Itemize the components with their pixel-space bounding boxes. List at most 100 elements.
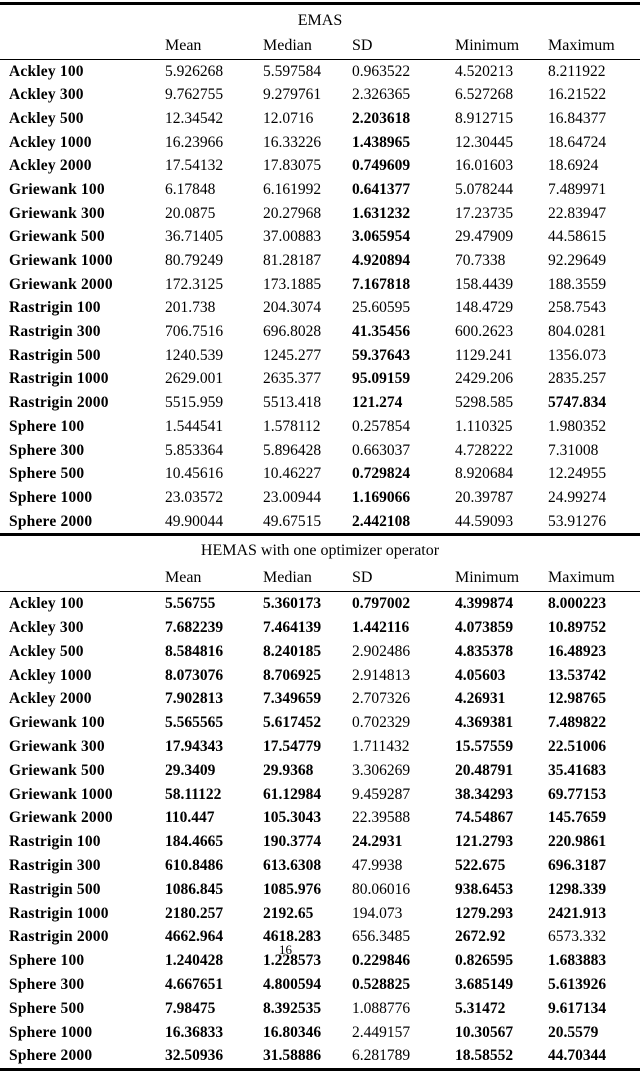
- cell-maximum: 18.64724: [548, 133, 607, 151]
- cell-median: 5.360173: [263, 595, 322, 613]
- cell-mean: 80.79249: [165, 252, 224, 269]
- table-row: Sphere 2000 32.50936 31.58886 6.281789 18.58…: [0, 1044, 640, 1068]
- column-header-row-hemas: Mean Median SD Minimum Maximum: [0, 564, 640, 591]
- row-label: Griewank 500: [9, 228, 105, 246]
- cell-mean: 610.8486: [165, 857, 224, 875]
- cell-minimum: 16.01603: [455, 157, 514, 175]
- cell-median: 4.800594: [263, 976, 322, 993]
- cell-median: 5.597584: [263, 62, 322, 80]
- cell-median: 5.617452: [263, 714, 322, 732]
- cell-sd: 3.306269: [352, 761, 411, 779]
- cell-mean: 49.90044: [165, 512, 224, 530]
- cell-maximum: 1298.339: [548, 880, 607, 898]
- cell-minimum: 74.54867: [455, 809, 514, 827]
- row-label: Rastrigin 300: [9, 323, 101, 341]
- row-label: Sphere 1000: [9, 1023, 93, 1041]
- cell-mean: 4662.964: [165, 928, 224, 946]
- cell-sd: 1.088776: [352, 999, 411, 1017]
- cell-sd: 0.702329: [352, 714, 411, 732]
- column-header-sd: SD: [352, 37, 373, 54]
- cell-maximum: 2835.257: [548, 370, 607, 388]
- row-label: Sphere 1000: [9, 488, 93, 506]
- cell-median: 23.00944: [263, 488, 322, 506]
- table-top-rule: [0, 2, 640, 5]
- cell-mean: 1086.845: [165, 880, 224, 898]
- row-label: Sphere 2000: [9, 512, 93, 530]
- cell-minimum: 20.48791: [455, 761, 514, 779]
- row-label: Griewank 1000: [9, 785, 113, 803]
- cell-minimum: 6.527268: [455, 86, 514, 104]
- table-row: Ackley 100 5.56755 5.360173 0.797002 4.39987…: [0, 592, 640, 616]
- cell-minimum: 8.912715: [455, 109, 514, 127]
- table-row: Ackley 500 8.584816 8.240185 2.902486 4.8353…: [0, 640, 640, 664]
- page-number: 16: [279, 942, 292, 957]
- table-row: Griewank 300 17.94343 17.54779 1.711432 15.5…: [0, 735, 640, 759]
- column-header-mean: Mean: [165, 37, 202, 54]
- cell-maximum: 10.89752: [548, 619, 607, 637]
- cell-median: 31.58886: [263, 1047, 322, 1065]
- cell-sd: 95.09159: [352, 370, 411, 388]
- cell-mean: 706.7516: [165, 323, 224, 341]
- row-label: Sphere 100: [9, 417, 85, 435]
- cell-sd: 25.60595: [352, 299, 411, 317]
- cell-maximum: 9.617134: [548, 999, 607, 1017]
- cell-sd: 121.274: [352, 394, 403, 412]
- table-row: Rastrigin 100 201.738 204.3074 25.60595 148.…: [0, 296, 640, 320]
- header-rule-hemas: [0, 591, 640, 593]
- row-label: Ackley 300: [9, 619, 84, 637]
- cell-minimum: 70.7338: [455, 252, 506, 269]
- cell-median: 10.46227: [263, 465, 322, 483]
- column-header-median: Median: [263, 37, 312, 54]
- row-label: Sphere 100: [9, 952, 85, 970]
- cell-minimum: 4.369381: [455, 714, 514, 732]
- row-label: Ackley 100: [9, 595, 84, 613]
- cell-median: 8.240185: [263, 642, 322, 660]
- cell-median: 105.3043: [263, 809, 322, 827]
- cell-median: 29.9368: [263, 761, 314, 779]
- cell-minimum: 17.23735: [455, 204, 514, 222]
- row-label: Ackley 500: [9, 642, 84, 660]
- cell-minimum: 12.30445: [455, 133, 514, 151]
- cell-mean: 184.4665: [165, 833, 224, 851]
- cell-sd: 0.729824: [352, 465, 411, 483]
- cell-minimum: 4.399874: [455, 595, 514, 613]
- cell-mean: 10.45616: [165, 465, 224, 483]
- cell-median: 81.28187: [263, 252, 322, 269]
- cell-mean: 2629.001: [165, 370, 224, 388]
- cell-mean: 20.0875: [165, 204, 216, 222]
- cell-minimum: 0.826595: [455, 952, 514, 970]
- row-label: Rastrigin 500: [9, 346, 101, 364]
- cell-mean: 12.34542: [165, 109, 224, 127]
- cell-maximum: 7.31008: [548, 441, 599, 459]
- row-label: Griewank 2000: [9, 809, 113, 827]
- cell-mean: 8.073076: [165, 666, 224, 684]
- cell-minimum: 4.05603: [455, 666, 506, 684]
- cell-maximum: 92.29649: [548, 252, 607, 269]
- row-label: Rastrigin 1000: [9, 370, 109, 388]
- cell-sd: 3.065954: [352, 228, 411, 246]
- cell-median: 2635.377: [263, 370, 322, 388]
- cell-maximum: 18.6924: [548, 157, 599, 175]
- cell-mean: 5.853364: [165, 441, 224, 459]
- cell-sd: 0.663037: [352, 441, 411, 459]
- cell-maximum: 258.7543: [548, 299, 607, 317]
- cell-median: 20.27968: [263, 204, 322, 222]
- cell-minimum: 4.835378: [455, 642, 514, 660]
- cell-mean: 58.11122: [165, 785, 222, 803]
- table-row: Ackley 1000 8.073076 8.706925 2.914813 4.056…: [0, 664, 640, 688]
- table-row: Sphere 1000 23.03572 23.00944 1.169066 20.39…: [0, 486, 640, 510]
- cell-median: 1.228573: [263, 952, 322, 970]
- cell-sd: 0.797002: [352, 595, 411, 613]
- cell-median: 8.392535: [263, 999, 322, 1017]
- row-label: Sphere 500: [9, 999, 85, 1017]
- cell-median: 9.279761: [263, 86, 322, 104]
- cell-sd: 1.442116: [352, 619, 410, 637]
- cell-mean: 9.762755: [165, 86, 224, 104]
- cell-minimum: 4.073859: [455, 619, 514, 637]
- cell-mean: 172.3125: [165, 275, 224, 293]
- cell-mean: 4.667651: [165, 976, 224, 993]
- cell-maximum: 8.000223: [548, 595, 607, 613]
- cell-median: 12.0716: [263, 109, 314, 127]
- cell-sd: 1.711432: [352, 738, 410, 756]
